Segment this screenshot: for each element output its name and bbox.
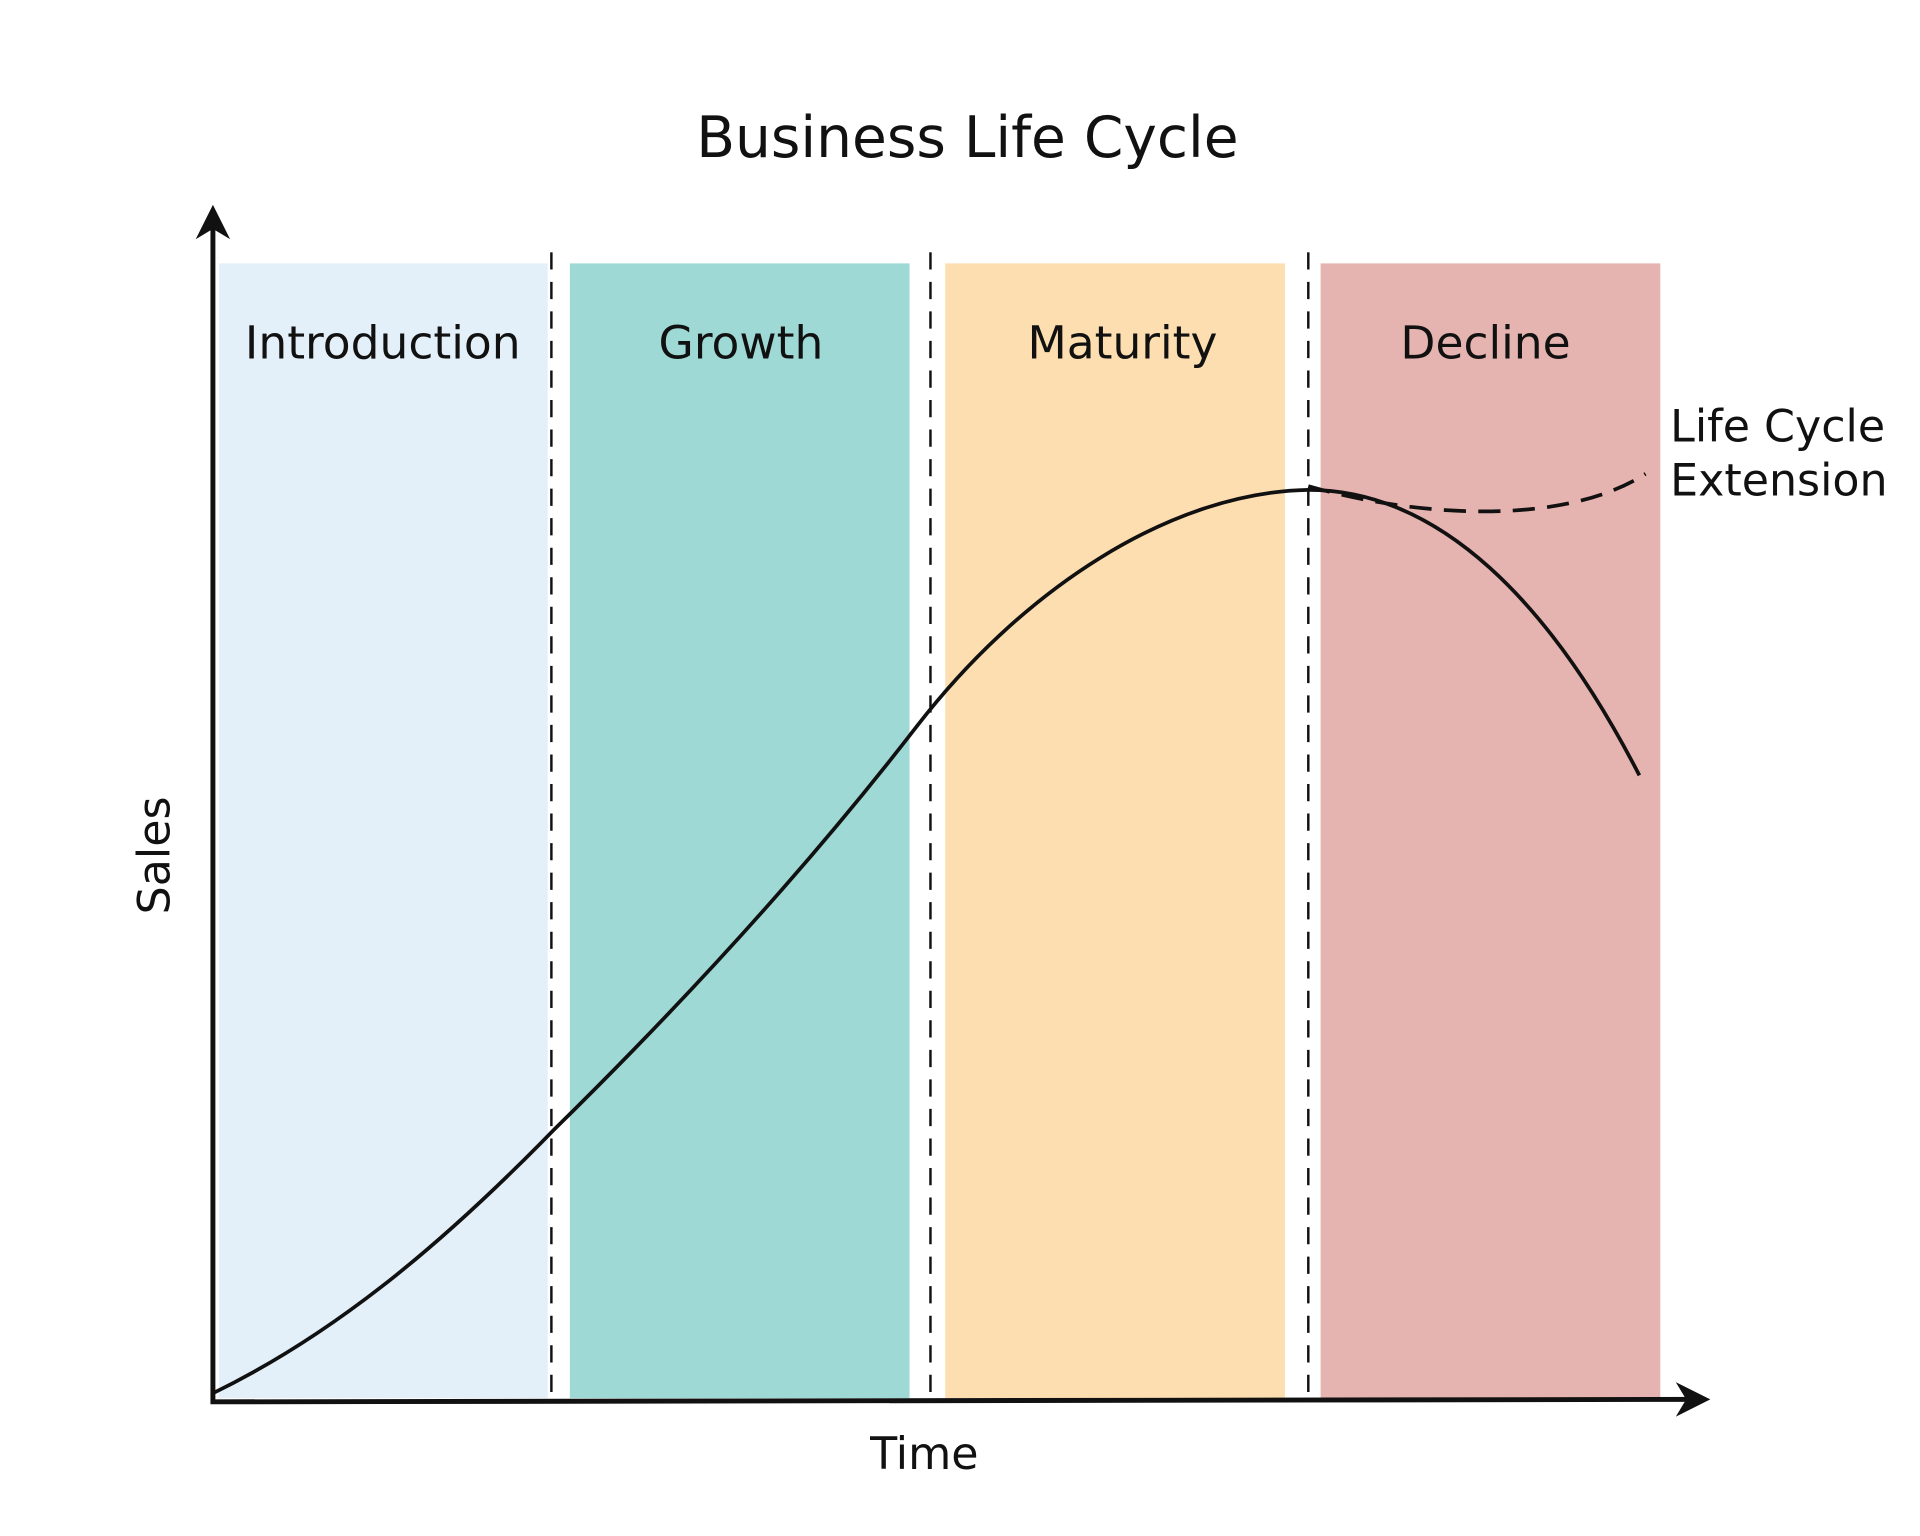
stage-panel — [219, 263, 548, 1399]
life-cycle-curve — [212, 487, 1642, 1395]
stage-panel — [1320, 263, 1661, 1399]
stage-label: Decline — [1400, 316, 1570, 369]
stage-panel — [569, 263, 910, 1399]
stage-label: Growth — [659, 316, 824, 369]
stage-label: Introduction — [245, 316, 521, 369]
extension-curve — [1307, 472, 1647, 514]
x-axis — [210, 1382, 1711, 1417]
annotation-line: Extension — [1670, 456, 1887, 507]
annotation-line: Life Cycle — [1670, 402, 1885, 453]
y-axis-label: Sales — [130, 796, 181, 914]
stage-panel — [945, 263, 1285, 1399]
title: Business Life Cycle — [696, 105, 1238, 171]
x-axis-label: Time — [869, 1429, 978, 1480]
stage-label: Maturity — [1027, 316, 1217, 369]
